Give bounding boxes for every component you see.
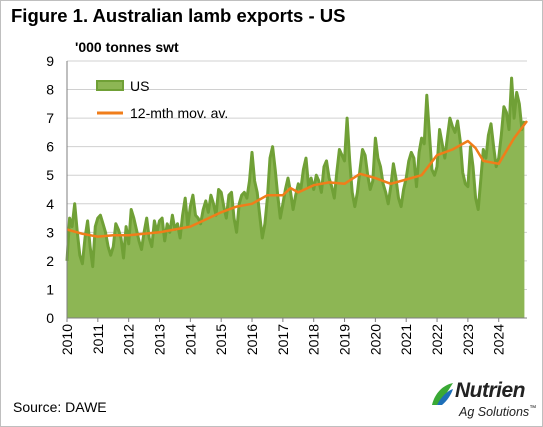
x-tick-label-2016: 2016 (244, 324, 260, 355)
y-tick-label-0: 0 (46, 310, 54, 326)
legend: US 12-mth mov. av. (96, 78, 228, 121)
chart-title: Figure 1. Australian lamb exports - US (11, 5, 346, 26)
x-tick-label-2024: 2024 (491, 324, 507, 355)
legend-swatch-us (96, 80, 124, 91)
y-tick-labels: 0 1 2 3 4 5 6 7 8 9 (46, 53, 54, 326)
us-series-layer (65, 76, 526, 318)
logo-sub-text: Ag Solutions (459, 405, 530, 419)
source-note: Source: DAWE (13, 399, 107, 415)
x-tick-label-2021: 2021 (398, 324, 414, 355)
nutrien-leaf-icon (432, 383, 453, 405)
x-tick-label-2022: 2022 (429, 324, 445, 355)
x-tick-labels: 2010 2011 2012 2013 2014 2015 2016 2017 2018 2019… (59, 324, 507, 355)
nutrien-logo: Nutrien Ag Solutions™ (429, 379, 536, 423)
y-tick-label-2: 2 (46, 253, 54, 269)
y-tick-label-4: 4 (46, 196, 54, 212)
logo-wordmark: Nutrien (455, 379, 526, 402)
x-tick-label-2011: 2011 (90, 324, 106, 354)
y-tick-label-9: 9 (46, 53, 54, 69)
y-tick-label-3: 3 (46, 224, 54, 240)
legend-label-us: US (130, 78, 149, 94)
x-tick-label-2023: 2023 (460, 324, 476, 355)
moving-average-layer (66, 120, 528, 238)
x-tick-label-2018: 2018 (306, 324, 322, 355)
y-tick-label-1: 1 (46, 281, 54, 297)
axes (66, 61, 527, 322)
x-tick-label-2019: 2019 (337, 324, 353, 355)
x-tick-label-2020: 2020 (367, 324, 383, 355)
x-tick-label-2012: 2012 (121, 324, 137, 355)
logo-subtitle: Ag Solutions™ (459, 405, 536, 419)
legend-label-moving-average: 12-mth mov. av. (130, 105, 228, 121)
x-tick-label-2014: 2014 (182, 324, 198, 355)
y-tick-label-7: 7 (46, 110, 54, 126)
moving-average-line (66, 120, 528, 238)
y-tick-label-5: 5 (46, 167, 54, 183)
x-tick-label-2013: 2013 (152, 324, 168, 355)
y-tick-label-8: 8 (46, 82, 54, 98)
x-tick-label-2010: 2010 (59, 324, 75, 355)
us-series-line (65, 76, 526, 269)
x-tick-label-2015: 2015 (213, 324, 229, 355)
logo-trademark: ™ (529, 405, 537, 412)
unit-label: '000 tonnes swt (75, 39, 179, 55)
y-tick-label-6: 6 (46, 139, 54, 155)
x-tick-label-2017: 2017 (275, 324, 291, 355)
